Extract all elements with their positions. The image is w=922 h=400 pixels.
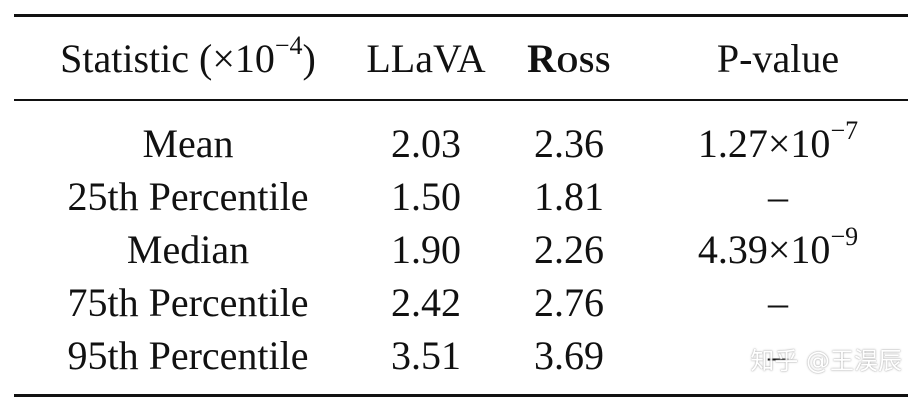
llava-value: 1.50 xyxy=(391,174,461,219)
p-value: – xyxy=(648,279,908,326)
header-statistic-exponent: −4 xyxy=(274,30,303,60)
p-value-exponent: −9 xyxy=(830,222,859,251)
statistics-table: Statistic (×10−4) LLaVA Ross P-value Mea… xyxy=(14,14,908,397)
p-value-mantissa: – xyxy=(768,174,788,219)
row-label: 75th Percentile xyxy=(67,280,309,325)
ross-value: 2.36 xyxy=(534,121,604,166)
llava-value: 2.42 xyxy=(391,280,461,325)
bottom-rule xyxy=(14,394,908,397)
ross-value: 2.76 xyxy=(534,280,604,325)
p-value-mantissa: – xyxy=(768,280,788,325)
p-value-mantissa: – xyxy=(768,333,788,378)
p-value-exponent: −7 xyxy=(830,116,859,145)
llava-value: 3.51 xyxy=(391,333,461,378)
table-row: Mean 2.03 2.36 1.27×10−7 xyxy=(14,116,908,170)
header-llava: LLaVA xyxy=(366,35,486,81)
header-pvalue: P-value xyxy=(716,35,840,81)
header-ross: Ross xyxy=(527,35,611,81)
header-statistic-label: Statistic (×10 xyxy=(60,35,275,81)
table-body: Mean 2.03 2.36 1.27×10−7 25th Percentile… xyxy=(14,101,908,394)
ross-value: 2.26 xyxy=(534,227,604,272)
p-value: – xyxy=(648,332,908,379)
table-row: 25th Percentile 1.50 1.81 – xyxy=(14,170,908,223)
table-row: 95th Percentile 3.51 3.69 – xyxy=(14,329,908,382)
p-value: 4.39×10−9 xyxy=(648,222,908,273)
row-label: 25th Percentile xyxy=(67,174,309,219)
top-rule xyxy=(14,14,908,17)
row-label: 95th Percentile xyxy=(67,333,309,378)
llava-value: 2.03 xyxy=(391,121,461,166)
header-statistic-suffix: ) xyxy=(302,35,316,81)
row-label: Median xyxy=(126,227,250,272)
llava-value: 1.90 xyxy=(391,227,461,272)
ross-value: 1.81 xyxy=(534,174,604,219)
watermark-text: 知乎 @王淏辰 xyxy=(750,347,902,375)
header-row: Statistic (×10−4) LLaVA Ross P-value xyxy=(14,17,908,99)
ross-value: 3.69 xyxy=(534,333,604,378)
header-rule xyxy=(14,99,908,101)
table-row: Median 1.90 2.26 4.39×10−9 xyxy=(14,222,908,276)
p-value-mantissa: 4.39×10 xyxy=(697,227,831,272)
p-value: – xyxy=(648,173,908,220)
row-label: Mean xyxy=(142,121,234,166)
p-value: 1.27×10−7 xyxy=(648,116,908,167)
header-statistic: Statistic (×10−4) xyxy=(14,31,362,82)
table-row: 75th Percentile 2.42 2.76 – xyxy=(14,276,908,329)
p-value-mantissa: 1.27×10 xyxy=(697,121,831,166)
